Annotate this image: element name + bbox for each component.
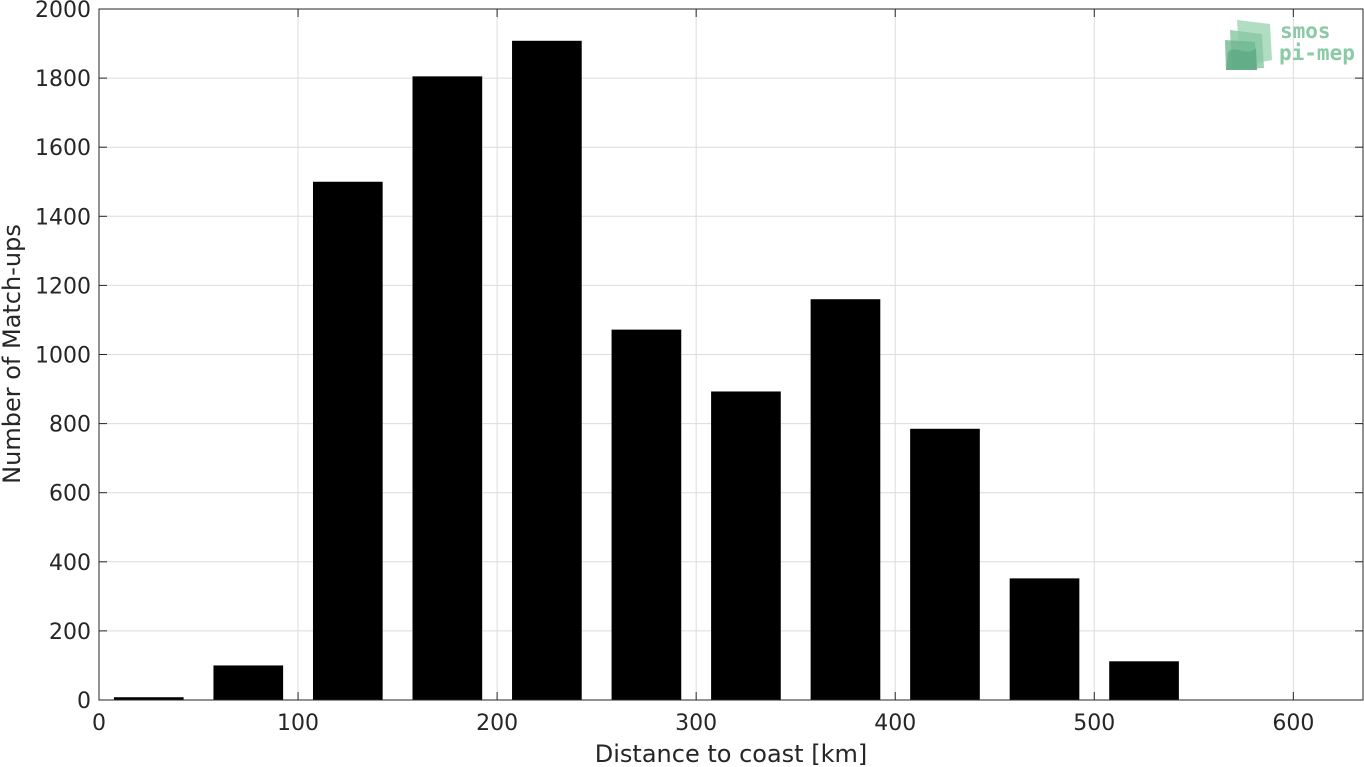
- y-tick-label: 1400: [35, 205, 91, 230]
- y-tick-label: 400: [49, 551, 91, 576]
- y-tick-labels: 0 200 400 600 800 1000 1200 1400 1600 1800 2000: [35, 0, 91, 714]
- smos-pi-mep-logo: smos pi-mep: [1225, 19, 1355, 70]
- y-tick-label: 1600: [35, 136, 91, 161]
- bar: [512, 40, 582, 700]
- bar: [1109, 661, 1179, 700]
- logo-line2: pi-mep: [1279, 41, 1355, 65]
- y-tick-label: 1800: [35, 67, 91, 92]
- y-axis-title: Number of Match-ups: [0, 224, 26, 484]
- bar: [910, 428, 980, 700]
- y-tick-label: 1200: [35, 274, 91, 299]
- bar: [213, 665, 284, 700]
- bars: [113, 40, 1179, 700]
- bar: [1009, 578, 1080, 700]
- bar: [611, 329, 682, 700]
- y-tick-label: 600: [49, 482, 91, 507]
- x-tick-label: 500: [1073, 711, 1115, 736]
- logo-line1: smos: [1280, 19, 1331, 43]
- x-tick-label: 300: [675, 711, 717, 736]
- bar: [312, 181, 383, 700]
- y-tick-label: 800: [49, 413, 91, 438]
- x-tick-label: 100: [277, 711, 319, 736]
- x-tick-label: 600: [1272, 711, 1314, 736]
- y-tick-label: 1000: [35, 344, 91, 369]
- x-tick-label: 200: [476, 711, 518, 736]
- x-axis-title: Distance to coast [km]: [595, 740, 867, 767]
- y-tick-label: 0: [77, 689, 91, 714]
- x-tick-labels: 0 100 200 300 400 500 600: [92, 711, 1314, 736]
- logo-mark-icon: [1225, 20, 1272, 70]
- bar: [711, 391, 781, 700]
- y-tick-label: 200: [49, 620, 91, 645]
- y-tick-label: 2000: [35, 0, 91, 23]
- bar: [810, 299, 881, 700]
- bar: [113, 697, 184, 700]
- ticks: [98, 8, 1363, 701]
- x-tick-label: 400: [874, 711, 916, 736]
- bar: [412, 76, 483, 700]
- x-tick-label: 0: [92, 711, 106, 736]
